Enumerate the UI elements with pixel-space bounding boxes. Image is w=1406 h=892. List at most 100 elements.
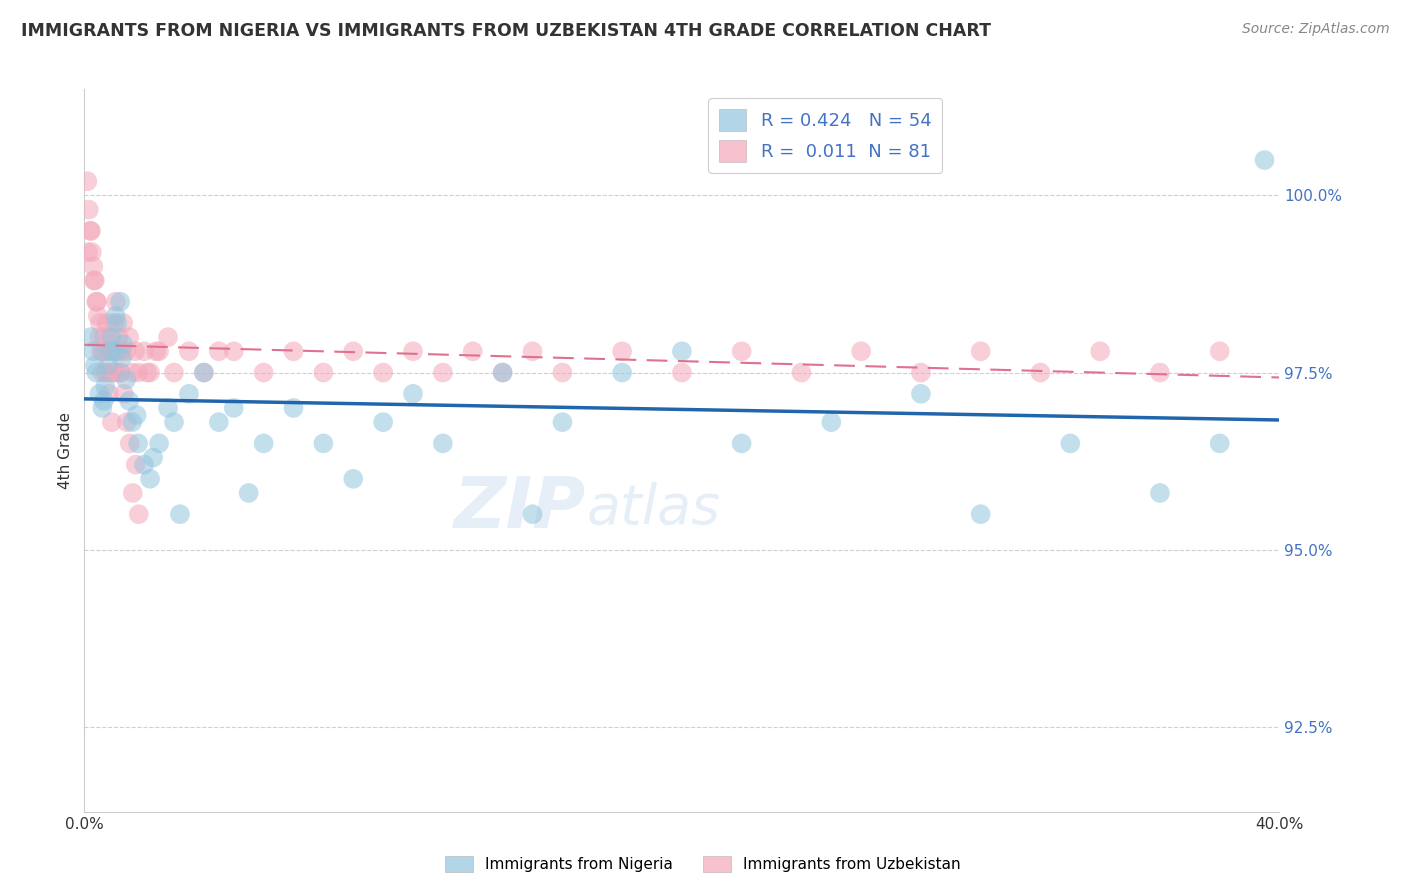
Point [132, 344, 156, 359]
Point [148, 344, 170, 359]
Point [522, 507, 544, 521]
Point [110, 294, 132, 309]
Point [177, 386, 200, 401]
Point [169, 507, 191, 521]
Point [432, 366, 454, 380]
Point [83, 359, 105, 373]
Point [253, 436, 276, 450]
Point [671, 344, 693, 359]
Point [112, 337, 135, 351]
Point [238, 486, 260, 500]
Point [128, 507, 150, 521]
Point [208, 415, 231, 429]
Point [148, 436, 170, 450]
Point [83, 273, 105, 287]
Point [118, 330, 141, 344]
Point [461, 344, 484, 359]
Point [107, 330, 129, 344]
Point [89, 330, 111, 344]
Point [101, 366, 124, 380]
Point [910, 386, 932, 401]
Point [121, 366, 143, 380]
Point [105, 344, 128, 359]
Point [551, 366, 574, 380]
Point [402, 344, 425, 359]
Point [115, 373, 138, 387]
Point [121, 486, 143, 500]
Point [970, 344, 993, 359]
Point [671, 366, 693, 380]
Point [492, 366, 515, 380]
Point [96, 316, 118, 330]
Point [115, 344, 138, 359]
Point [100, 344, 122, 359]
Point [283, 344, 305, 359]
Point [98, 330, 121, 344]
Point [79, 330, 101, 344]
Point [104, 366, 127, 380]
Point [82, 260, 104, 274]
Point [222, 344, 245, 359]
Point [97, 359, 120, 373]
Point [86, 366, 108, 380]
Point [90, 344, 112, 359]
Text: ZIP: ZIP [454, 474, 586, 542]
Point [93, 330, 115, 344]
Point [910, 366, 932, 380]
Point [110, 366, 132, 380]
Point [522, 344, 544, 359]
Point [432, 436, 454, 450]
Point [208, 344, 231, 359]
Point [118, 436, 141, 450]
Legend: R = 0.424   N = 54, R =  0.011  N = 81: R = 0.424 N = 54, R = 0.011 N = 81 [709, 98, 942, 173]
Point [1149, 486, 1171, 500]
Point [100, 330, 122, 344]
Point [91, 366, 114, 380]
Point [1149, 366, 1171, 380]
Point [139, 366, 162, 380]
Point [80, 245, 103, 260]
Point [107, 344, 129, 359]
Point [145, 344, 167, 359]
Point [222, 401, 245, 415]
Legend: Immigrants from Nigeria, Immigrants from Uzbekistan: Immigrants from Nigeria, Immigrants from… [437, 848, 969, 880]
Point [139, 472, 162, 486]
Point [82, 344, 104, 359]
Point [77, 202, 100, 217]
Text: Source: ZipAtlas.com: Source: ZipAtlas.com [1241, 22, 1389, 37]
Point [342, 344, 364, 359]
Point [112, 386, 135, 401]
Point [851, 344, 873, 359]
Point [612, 366, 634, 380]
Point [101, 415, 124, 429]
Point [83, 273, 105, 287]
Text: atlas: atlas [586, 482, 720, 535]
Point [94, 344, 117, 359]
Point [312, 366, 335, 380]
Point [94, 380, 117, 394]
Point [790, 366, 813, 380]
Point [157, 401, 180, 415]
Point [731, 344, 754, 359]
Point [253, 366, 276, 380]
Point [97, 366, 120, 380]
Point [1090, 344, 1112, 359]
Point [121, 415, 143, 429]
Point [373, 415, 395, 429]
Point [1029, 366, 1052, 380]
Point [91, 401, 114, 415]
Point [125, 408, 148, 422]
Point [125, 458, 148, 472]
Point [93, 393, 115, 408]
Point [89, 386, 111, 401]
Point [79, 224, 101, 238]
Point [86, 294, 108, 309]
Point [86, 294, 108, 309]
Point [551, 415, 574, 429]
Point [91, 344, 114, 359]
Point [283, 401, 305, 415]
Point [1209, 436, 1232, 450]
Point [177, 344, 200, 359]
Point [157, 330, 180, 344]
Point [98, 344, 121, 359]
